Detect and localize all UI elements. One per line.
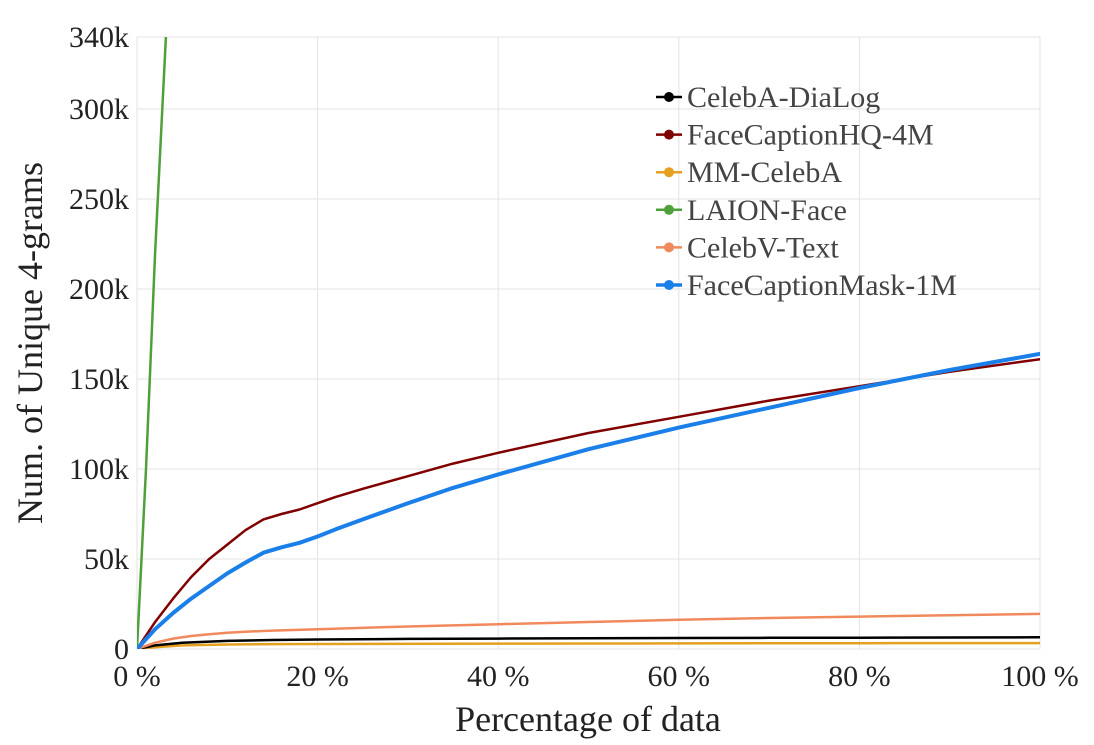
legend-label: FaceCaptionMask-1M [687, 269, 957, 302]
y-tick-label: 300k [69, 93, 129, 126]
legend-item: FaceCaptionMask-1M [656, 269, 957, 302]
legend-dot-marker [664, 280, 674, 290]
y-axis-title: Num. of Unique 4-grams [10, 162, 50, 524]
x-tick-label: 40 % [467, 660, 530, 693]
legend-label: LAION-Face [687, 194, 847, 227]
series-lines [137, 37, 1040, 649]
legend-dot-marker [664, 167, 674, 178]
legend-dot-marker [664, 242, 674, 253]
series-line-laion-face [137, 37, 168, 649]
tick-labels: 0 % 20 % 40 % 60 % 80 % 100 % 0 50k 100k 150k 200k… [69, 21, 1079, 693]
y-tick-label: 340k [69, 21, 129, 54]
series-line-facecaptionmask-1m [137, 351, 1040, 649]
x-tick-label: 100 % [1001, 660, 1079, 693]
y-tick-label: 0 [114, 633, 129, 666]
grid-lines [136, 36, 1041, 650]
y-tick-label: 100k [69, 453, 129, 486]
legend: CelebA-DiaLog FaceCaptionHQ-4M MM-CelebA LA… [656, 81, 957, 302]
x-tick-label: 80 % [828, 660, 891, 693]
y-tick-label: 250k [69, 183, 129, 216]
legend-item: CelebA-DiaLog [656, 81, 880, 114]
y-tick-label: 200k [69, 273, 129, 306]
y-tick-label: 50k [84, 543, 129, 576]
legend-dot-marker [664, 129, 674, 140]
legend-item: FaceCaptionHQ-4M [656, 119, 934, 152]
legend-label: FaceCaptionHQ-4M [687, 119, 934, 152]
legend-label: CelebA-DiaLog [687, 81, 880, 114]
legend-item: MM-CelebA [656, 156, 842, 189]
legend-label: MM-CelebA [687, 156, 842, 189]
x-axis-title: Percentage of data [455, 699, 721, 739]
legend-dot-marker [664, 204, 674, 215]
series-line-facecaptionhq-4m [137, 357, 1040, 649]
series-line-mm-celeba [137, 641, 1040, 649]
legend-dot-marker [664, 92, 674, 102]
series-line-celebv-text [137, 612, 1040, 649]
x-tick-label: 0 % [113, 660, 161, 693]
x-tick-label: 60 % [648, 660, 711, 693]
x-tick-label: 20 % [286, 660, 349, 693]
series-line-celeba-dialog [137, 636, 1040, 649]
legend-item: CelebV-Text [656, 231, 839, 264]
legend-label: CelebV-Text [687, 231, 839, 264]
y-tick-label: 150k [69, 363, 129, 396]
legend-item: LAION-Face [656, 194, 847, 227]
